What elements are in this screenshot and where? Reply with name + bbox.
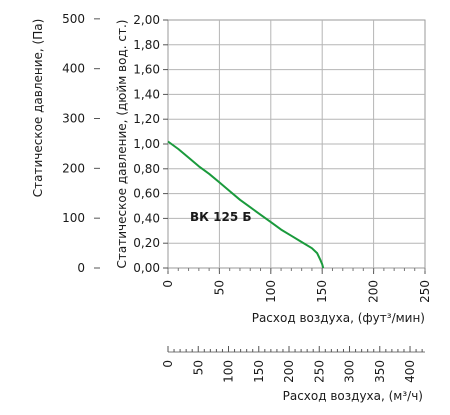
series-layer bbox=[167, 140, 325, 269]
y-pa-tick-label: 200 bbox=[62, 161, 85, 175]
y-inwg-tick-label: 2,00 bbox=[133, 13, 160, 27]
y-pa-tick-label: 100 bbox=[62, 211, 85, 225]
x-m3h-tick-label: 400 bbox=[403, 360, 417, 383]
x-m3h-axis-title: Расход воздуха, (м³/ч) bbox=[283, 389, 423, 403]
y-inwg-tick-label: 0,80 bbox=[133, 162, 160, 176]
y-pa-tick-label: 500 bbox=[62, 12, 85, 26]
x-cfm-axis-title: Расход воздуха, (фут³/мин) bbox=[252, 311, 425, 325]
x-cfm-tick-label: 100 bbox=[264, 280, 278, 303]
x-m3h-tick-label: 300 bbox=[343, 360, 357, 383]
y-inwg-tick-label: 1,20 bbox=[133, 112, 160, 126]
y-inwg-tick-label: 1,40 bbox=[133, 87, 160, 101]
labels-layer: 0 50 100 150 200 250 0,00 0,20 0,40 0,60 0,80 1,00 1… bbox=[31, 12, 432, 403]
y-inwg-tick-label: 0,60 bbox=[133, 187, 160, 201]
axes bbox=[94, 18, 426, 353]
x-m3h-tick-label: 150 bbox=[252, 360, 266, 383]
grid bbox=[167, 19, 426, 269]
y-inwg-tick-label: 1,00 bbox=[133, 137, 160, 151]
y-inwg-tick-label: 0,20 bbox=[133, 236, 160, 250]
x-cfm-tick-label: 0 bbox=[161, 280, 175, 288]
y-inwg-axis-title: Статическое давление, (дюйм вод. ст.) bbox=[115, 20, 129, 269]
x-m3h-tick-label: 100 bbox=[222, 360, 236, 383]
y-inwg-tick-label: 0,00 bbox=[133, 261, 160, 275]
series-label-0: ВК 125 Б bbox=[190, 210, 252, 224]
x-cfm-tick-label: 200 bbox=[367, 280, 381, 303]
y-pa-tick-label: 0 bbox=[77, 261, 85, 275]
x-m3h-tick-label: 200 bbox=[282, 360, 296, 383]
y-pa-tick-label: 400 bbox=[62, 62, 85, 76]
y-inwg-tick-label: 1,80 bbox=[133, 38, 160, 52]
y-inwg-tick-label: 0,40 bbox=[133, 211, 160, 225]
y-inwg-tick-label: 1,60 bbox=[133, 63, 160, 77]
x-m3h-tick-label: 250 bbox=[312, 360, 326, 383]
x-m3h-tick-label: 0 bbox=[161, 360, 175, 368]
x-m3h-tick-label: 350 bbox=[373, 360, 387, 383]
x-m3h-tick-label: 50 bbox=[191, 360, 205, 375]
y-pa-axis-title: Статическое давление, (Па) bbox=[31, 19, 45, 198]
x-cfm-tick-label: 150 bbox=[315, 280, 329, 303]
y-pa-tick-label: 300 bbox=[62, 112, 85, 126]
series-line-0 bbox=[167, 140, 325, 269]
x-cfm-tick-label: 50 bbox=[212, 280, 226, 295]
x-cfm-tick-label: 250 bbox=[418, 280, 432, 303]
